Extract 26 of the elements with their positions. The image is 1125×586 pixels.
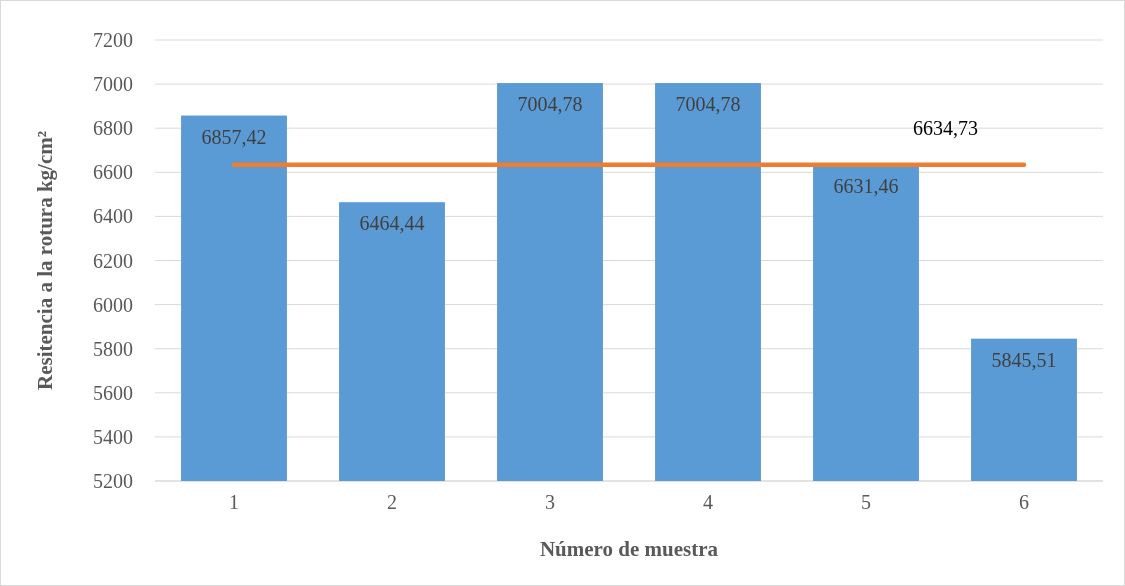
x-axis-title: Número de muestra xyxy=(539,537,719,561)
x-tick-label: 2 xyxy=(387,491,397,513)
y-tick-label: 7000 xyxy=(93,73,133,96)
y-tick-label: 5200 xyxy=(93,470,133,492)
data-label: 6857,42 xyxy=(201,125,267,148)
y-axis-title: Resitencia a la rotura kg/cm² xyxy=(33,130,57,391)
data-label: 6464,44 xyxy=(359,212,425,235)
ref-line-label: 6634,73 xyxy=(912,116,978,139)
y-tick-label: 5800 xyxy=(93,337,133,360)
x-tick-label: 5 xyxy=(861,491,871,513)
x-tick-label: 4 xyxy=(703,491,713,513)
y-tick-label: 6200 xyxy=(93,249,133,272)
y-tick-label: 6800 xyxy=(93,117,133,140)
y-tick-label: 6600 xyxy=(93,161,133,184)
y-tick-label: 5400 xyxy=(93,425,133,448)
y-tick-label: 5600 xyxy=(93,381,133,404)
data-label: 6631,46 xyxy=(833,175,899,198)
x-tick-label: 1 xyxy=(229,491,239,513)
data-label: 5845,51 xyxy=(991,348,1057,371)
y-tick-label: 6000 xyxy=(93,293,133,316)
data-label: 7004,78 xyxy=(675,93,741,116)
x-tick-label: 3 xyxy=(545,491,555,513)
y-tick-label: 6400 xyxy=(93,205,133,228)
data-label: 7004,78 xyxy=(517,93,583,116)
x-tick-label: 6 xyxy=(1019,491,1029,513)
y-tick-label: 7200 xyxy=(93,29,133,51)
